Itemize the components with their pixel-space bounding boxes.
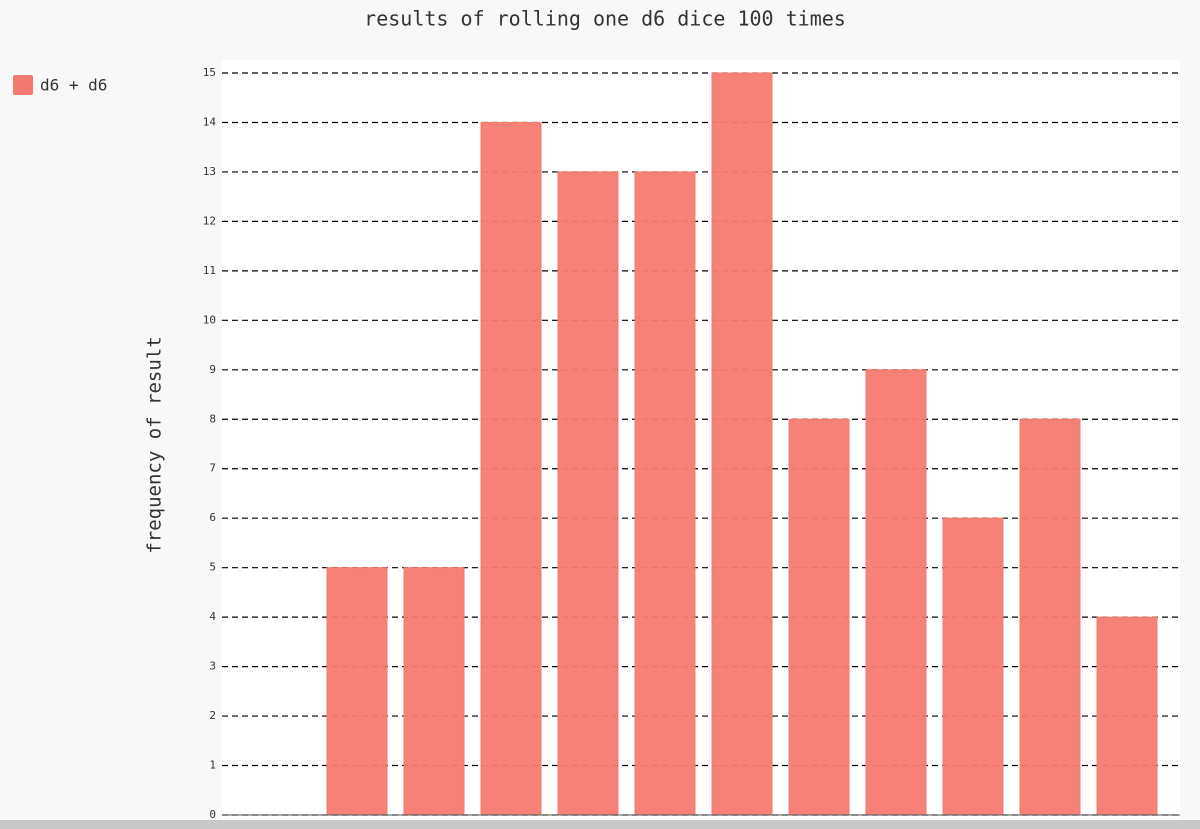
- y-tick-label: 0: [209, 808, 216, 821]
- bar: [942, 517, 1004, 816]
- y-axis-title: frequency of result: [144, 336, 166, 553]
- y-tick-label: 4: [209, 610, 216, 623]
- bar: [480, 121, 542, 816]
- bar: [634, 171, 696, 816]
- bar: [711, 72, 773, 816]
- legend-swatch: [13, 75, 33, 95]
- y-tick-label: 10: [203, 313, 216, 326]
- bar: [557, 171, 619, 816]
- bar: [865, 369, 927, 816]
- bar: [1096, 616, 1158, 816]
- bar: [326, 567, 388, 816]
- bar: [1019, 418, 1081, 816]
- y-tick-label: 15: [203, 66, 216, 79]
- chart-title: results of rolling one d6 dice 100 times: [364, 7, 846, 31]
- y-tick-label: 3: [209, 660, 216, 673]
- bar: [403, 567, 465, 816]
- y-tick-label: 11: [203, 264, 216, 277]
- y-tick-label: 5: [209, 561, 216, 574]
- y-tick-label: 9: [209, 363, 216, 376]
- y-tick-label: 13: [203, 165, 216, 178]
- legend-label: d6 + d6: [40, 76, 107, 95]
- y-tick-label: 8: [209, 412, 216, 425]
- y-tick-label: 14: [203, 115, 217, 128]
- y-tick-label: 1: [209, 759, 216, 772]
- y-tick-label: 6: [209, 511, 216, 524]
- y-tick-label: 7: [209, 462, 216, 475]
- scrollbar: [0, 820, 1200, 829]
- bar: [788, 418, 850, 816]
- y-tick-label: 2: [209, 709, 216, 722]
- y-tick-label: 12: [203, 214, 216, 227]
